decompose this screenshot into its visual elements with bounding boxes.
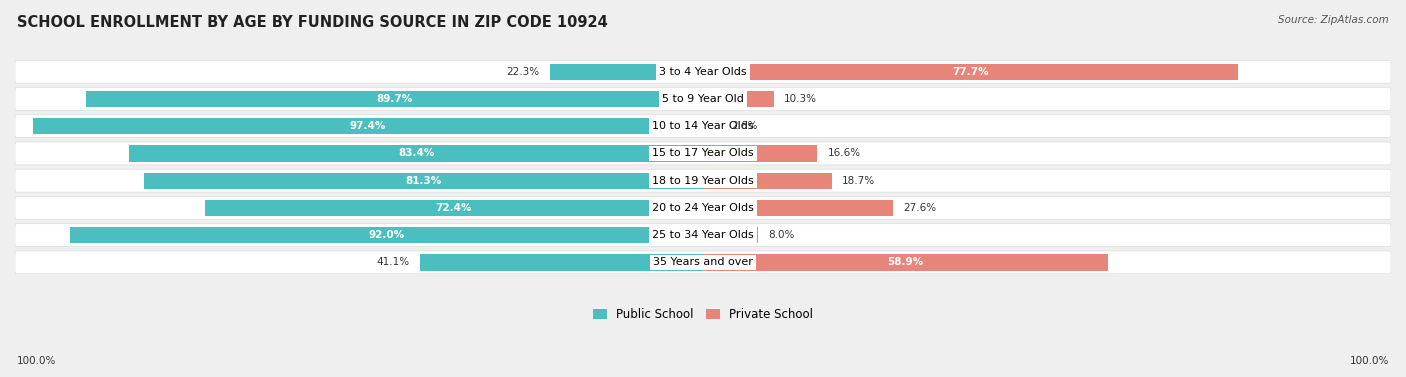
Text: 41.1%: 41.1%	[377, 257, 411, 267]
FancyBboxPatch shape	[15, 224, 1391, 247]
Bar	[703, 118, 721, 134]
Text: 100.0%: 100.0%	[1350, 356, 1389, 366]
Bar	[550, 64, 703, 80]
Bar	[703, 145, 817, 162]
Bar	[129, 145, 703, 162]
Text: 25 to 34 Year Olds: 25 to 34 Year Olds	[652, 230, 754, 240]
Bar	[703, 91, 773, 107]
Text: Source: ZipAtlas.com: Source: ZipAtlas.com	[1278, 15, 1389, 25]
Bar	[32, 118, 703, 134]
Text: 10 to 14 Year Olds: 10 to 14 Year Olds	[652, 121, 754, 131]
Text: 8.0%: 8.0%	[768, 230, 794, 240]
Text: 16.6%: 16.6%	[828, 149, 860, 158]
Text: 18.7%: 18.7%	[842, 176, 875, 186]
Bar	[703, 254, 1108, 271]
FancyBboxPatch shape	[15, 196, 1391, 219]
FancyBboxPatch shape	[15, 60, 1391, 83]
Bar	[703, 173, 832, 189]
Text: 72.4%: 72.4%	[436, 203, 472, 213]
FancyBboxPatch shape	[15, 87, 1391, 110]
FancyBboxPatch shape	[15, 115, 1391, 138]
Text: 97.4%: 97.4%	[350, 121, 387, 131]
Text: 100.0%: 100.0%	[17, 356, 56, 366]
Text: 10.3%: 10.3%	[785, 94, 817, 104]
Bar	[703, 227, 758, 243]
Bar	[86, 91, 703, 107]
Text: 81.3%: 81.3%	[405, 176, 441, 186]
Text: 89.7%: 89.7%	[377, 94, 412, 104]
Text: 35 Years and over: 35 Years and over	[652, 257, 754, 267]
FancyBboxPatch shape	[15, 142, 1391, 165]
Text: 77.7%: 77.7%	[952, 67, 988, 77]
Text: 15 to 17 Year Olds: 15 to 17 Year Olds	[652, 149, 754, 158]
FancyBboxPatch shape	[15, 169, 1391, 192]
Legend: Public School, Private School: Public School, Private School	[588, 303, 818, 326]
Bar	[703, 64, 1237, 80]
Text: 27.6%: 27.6%	[903, 203, 936, 213]
Text: 20 to 24 Year Olds: 20 to 24 Year Olds	[652, 203, 754, 213]
Text: 58.9%: 58.9%	[887, 257, 924, 267]
Text: 22.3%: 22.3%	[506, 67, 540, 77]
Text: 83.4%: 83.4%	[398, 149, 434, 158]
Bar	[420, 254, 703, 271]
Text: 5 to 9 Year Old: 5 to 9 Year Old	[662, 94, 744, 104]
FancyBboxPatch shape	[15, 251, 1391, 274]
Bar	[70, 227, 703, 243]
Text: 92.0%: 92.0%	[368, 230, 405, 240]
Text: 3 to 4 Year Olds: 3 to 4 Year Olds	[659, 67, 747, 77]
Bar	[703, 200, 893, 216]
Text: 2.6%: 2.6%	[731, 121, 758, 131]
Bar	[143, 173, 703, 189]
Text: 18 to 19 Year Olds: 18 to 19 Year Olds	[652, 176, 754, 186]
Text: SCHOOL ENROLLMENT BY AGE BY FUNDING SOURCE IN ZIP CODE 10924: SCHOOL ENROLLMENT BY AGE BY FUNDING SOUR…	[17, 15, 607, 30]
Bar	[205, 200, 703, 216]
